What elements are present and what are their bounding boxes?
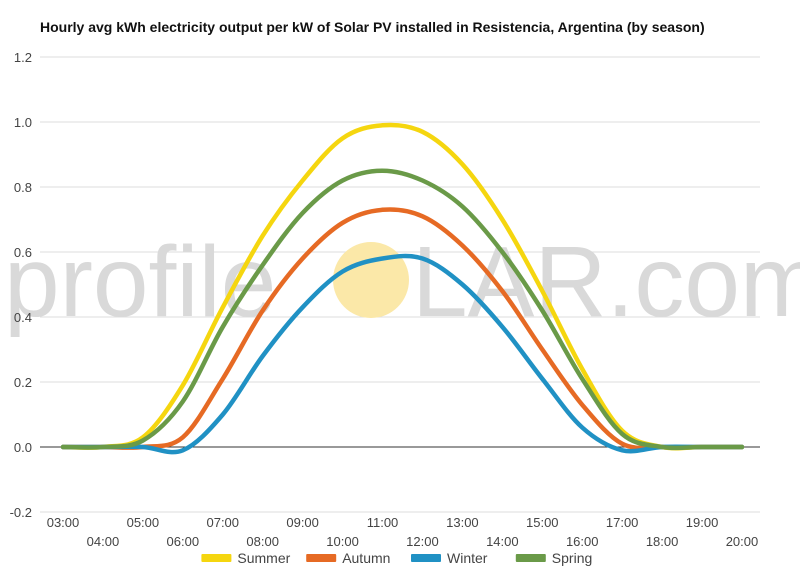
watermark-text-suffix: LAR.com: [412, 226, 800, 338]
watermark-text-prefix: profile: [4, 226, 276, 338]
legend-item-spring[interactable]: Spring: [515, 550, 592, 566]
chart-title: Hourly avg kWh electricity output per kW…: [40, 19, 705, 35]
x-tick-label: 03:00: [47, 515, 80, 530]
watermark: profile LAR.com: [4, 226, 800, 338]
x-tick-label: 06:00: [167, 534, 200, 549]
x-tick-label: 09:00: [286, 515, 319, 530]
x-tick-label: 19:00: [686, 515, 719, 530]
legend: Summer Autumn Winter Spring: [201, 550, 592, 566]
series-line-spring: [60, 168, 745, 451]
x-tick-label: 16:00: [566, 534, 599, 549]
x-tick-label: 11:00: [367, 515, 399, 530]
y-tick-label: 0.6: [14, 245, 32, 260]
y-tick-label: 0.4: [14, 310, 32, 325]
legend-label: Autumn: [342, 550, 390, 566]
x-tick-label: 13:00: [446, 515, 479, 530]
x-tick-label: 07:00: [206, 515, 239, 530]
series-line-summer: [60, 122, 745, 451]
legend-swatch: [201, 554, 232, 562]
legend-item-winter[interactable]: Winter: [411, 550, 488, 566]
legend-label: Spring: [552, 550, 592, 566]
x-tick-label: 18:00: [646, 534, 679, 549]
legend-label: Summer: [237, 550, 290, 566]
x-tick-label: 15:00: [526, 515, 559, 530]
legend-swatch: [515, 554, 546, 562]
y-tick-label: -0.2: [10, 505, 32, 520]
legend-swatch: [306, 554, 337, 562]
series-lines: [60, 122, 745, 455]
x-tick-label: 12:00: [406, 534, 439, 549]
series-line-winter: [60, 253, 745, 455]
y-tick-label: 1.2: [14, 50, 32, 65]
y-tick-label: 0.0: [14, 440, 32, 455]
x-tick-label: 14:00: [486, 534, 519, 549]
axes: -0.2 0.0 0.2 0.4 0.6 0.8 1.0 1.2 03:00 04:00 05:00…: [10, 50, 760, 549]
x-tick-label: 10:00: [326, 534, 359, 549]
x-tick-label: 20:00: [726, 534, 759, 549]
legend-swatch: [411, 554, 441, 562]
x-tick-label: 17:00: [606, 515, 639, 530]
watermark-sun: [333, 242, 409, 318]
legend-label: Winter: [447, 550, 488, 566]
legend-item-summer[interactable]: Summer: [201, 550, 291, 566]
y-tick-label: 0.8: [14, 180, 32, 195]
y-tick-label: 0.2: [14, 375, 32, 390]
y-tick-label: 1.0: [14, 115, 32, 130]
x-tick-label: 04:00: [87, 534, 120, 549]
legend-item-autumn[interactable]: Autumn: [306, 550, 390, 566]
x-tick-label: 08:00: [246, 534, 279, 549]
grid: [40, 56, 760, 513]
x-tick-label: 05:00: [127, 515, 160, 530]
series-line-autumn: [60, 207, 745, 451]
